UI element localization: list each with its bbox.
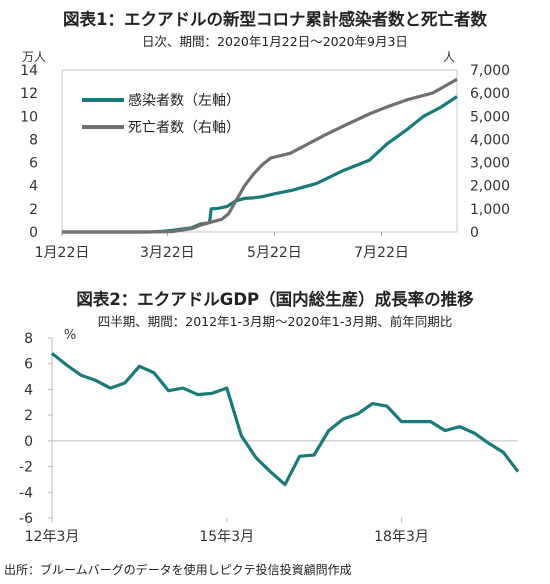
chart2-title: 図表2：エクアドルGDP（国内総生産）成長率の推移 (76, 290, 474, 309)
chart1-subtitle: 日次、期間：2020年1月22日～2020年9月3日 (142, 34, 408, 49)
chart1-ytick-right: 2,000 (470, 179, 510, 195)
chart1-ytick-right: 6,000 (470, 86, 510, 102)
chart1-plot-frame (61, 69, 458, 233)
chart1-series-deaths (62, 77, 458, 234)
chart1-legend-label: 感染者数（左軸） (128, 92, 240, 109)
chart1-xtick-label: 5月22日 (247, 245, 302, 261)
chart1-ytick-right: 4,000 (470, 132, 510, 148)
chart2-xtick-label: 12年3月 (25, 529, 80, 545)
chart2-ytick-label: 0 (24, 434, 33, 450)
chart1-ytick-right: 7,000 (470, 63, 510, 79)
chart1-ytick-left: 12 (20, 86, 38, 102)
chart1-ytick-left: 2 (29, 202, 38, 218)
source-note: 出所：ブルームバーグのデータを使用しピクテ投信投資顧問作成 (4, 563, 352, 577)
chart2-plot: 8 6 4 2 0 -2 -4 -6% 12年3月 15年3月 18年3月 (19, 328, 520, 545)
chart2-ytick-label: -6 (19, 511, 33, 527)
chart2-ytick-label: -2 (19, 460, 33, 476)
chart1-ytick-left: 14 (20, 63, 38, 79)
chart1-ytick-left: 0 (29, 225, 38, 241)
chart1-plot: 0 2 4 6 8 10 12 14 0 1,000 2,000 3,000 4,000 5,000 6,0… (20, 50, 510, 261)
chart2-unit: % (64, 328, 76, 343)
chart1-legend-label: 死亡者数（右軸） (128, 120, 240, 136)
chart2-ytick-label: -4 (19, 485, 33, 501)
chart2-ytick-label: 8 (24, 331, 33, 347)
chart1-ytick-right: 0 (470, 225, 479, 241)
chart1-unit-left: 万人 (22, 50, 46, 64)
chart1-ytick-left: 10 (20, 109, 38, 125)
chart2-ytick-label: 4 (24, 382, 33, 398)
chart2-ytick-label: 2 (24, 408, 33, 424)
chart1-ytick-right: 5,000 (470, 109, 510, 125)
chart2-xtick-label: 15年3月 (199, 529, 254, 545)
chart1-title: 図表1：エクアドルの新型コロナ累計感染者数と死亡者数 (63, 10, 487, 29)
chart1-xtick-label: 1月22日 (35, 245, 90, 261)
chart1-unit-right: 人 (443, 50, 455, 64)
chart1-ytick-left: 8 (29, 132, 38, 148)
chart1-ytick-left: 6 (29, 156, 38, 172)
chart1-ytick-left: 4 (29, 179, 38, 195)
chart1-xtick-label: 7月22日 (354, 245, 409, 261)
chart1-series-cases (62, 95, 458, 234)
chart1-ytick-right: 1,000 (470, 202, 510, 218)
chart2-ytick-label: 6 (24, 357, 33, 373)
chart1-xtick-label: 3月22日 (140, 245, 195, 261)
chart2-subtitle: 四半期、期間：2012年1-3月期～2020年1-3月期、前年同期比 (97, 314, 453, 329)
chart2-series-gdp (51, 352, 520, 487)
chart1-ytick-right: 3,000 (470, 156, 510, 172)
chart2-xtick-label: 18年3月 (374, 529, 429, 545)
